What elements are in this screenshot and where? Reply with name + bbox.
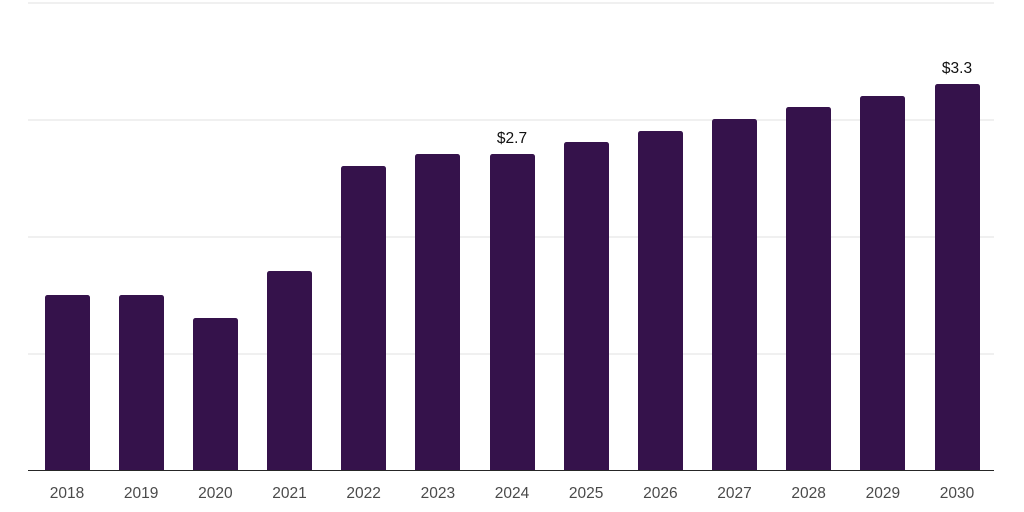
bar-2024 [489,154,535,470]
bar-2023 [415,154,461,470]
bar-2020 [192,317,238,470]
x-tick-2020: 2020 [198,485,233,502]
bar-2029 [860,95,906,470]
value-label-2024: $2.7 [496,130,528,148]
x-tick-2018: 2018 [49,485,85,502]
bar-2018 [44,294,90,470]
x-tick-2023: 2023 [420,485,456,502]
gridline-y4 [28,2,994,4]
bar-2028 [786,107,832,470]
x-tick-2022: 2022 [346,485,381,502]
value-label-2030: $3.3 [941,59,973,77]
x-axis-line [28,469,994,471]
gridline-y3 [28,119,994,121]
bar-2027 [712,119,757,470]
x-tick-2024: 2024 [494,485,530,502]
bar-2026 [637,130,683,470]
x-tick-2027: 2027 [717,485,752,502]
x-tick-2029: 2029 [865,485,901,502]
bar-2019 [118,294,164,470]
x-tick-2019: 2019 [123,485,159,502]
x-tick-2030: 2030 [939,485,975,502]
bar-2025 [563,142,609,470]
x-tick-2025: 2025 [568,485,604,502]
bar-2022 [341,165,387,470]
bar-2030 [934,83,980,470]
x-tick-2028: 2028 [791,485,826,502]
bar-2021 [267,271,312,470]
x-tick-2026: 2026 [643,485,678,502]
x-tick-2021: 2021 [272,485,307,502]
